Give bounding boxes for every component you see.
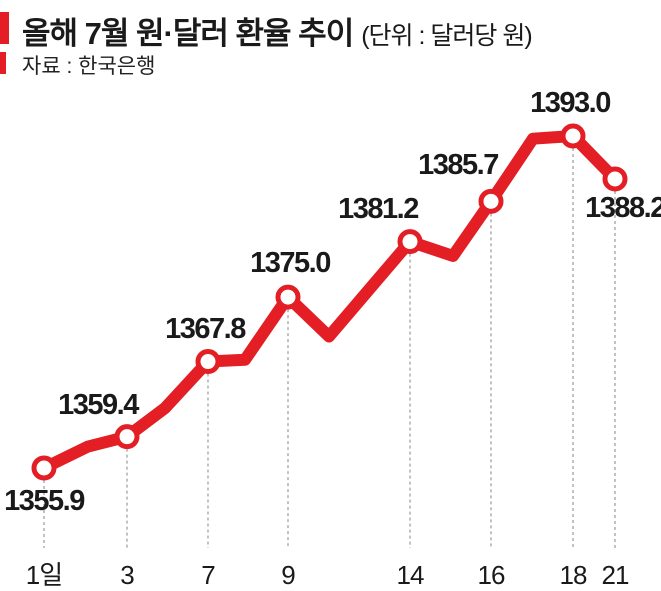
chart-title-row: 올해 7월 원·달러 환율 추이 (단위 : 달러당 원) [22,8,533,53]
guide-lines [43,148,616,548]
value-label-16: 1385.7 [418,149,498,181]
x-tick-label-9: 9 [281,560,295,590]
x-tick-labels: 1일 3 7 9 14 16 18 21 [26,560,630,590]
x-tick-label-3: 3 [120,560,134,590]
x-tick-label-21: 21 [602,560,629,590]
point-marker-7 [195,349,221,375]
point-marker-21 [602,166,628,192]
title-accent-bar [0,12,9,44]
point-marker-1 [31,455,57,481]
value-label-1: 1355.9 [4,485,85,517]
chart-unit: (단위 : 달러당 원) [361,22,532,50]
x-tick-label-18: 18 [560,560,587,590]
point-marker-18 [560,123,586,149]
point-marker-3 [114,424,140,450]
point-markers [31,123,628,481]
x-tick-label-1: 1일 [26,560,62,590]
value-label-3: 1359.4 [58,389,139,421]
value-label-9: 1375.0 [250,247,330,279]
value-label-18: 1393.0 [530,87,610,119]
value-label-21: 1388.2 [585,192,661,224]
x-tick-label-14: 14 [397,560,424,590]
value-label-14: 1381.2 [338,193,418,225]
point-marker-16 [478,188,504,214]
x-tick-label-7: 7 [201,560,215,590]
chart-source: 자료 : 한국은행 [22,55,156,78]
source-accent-bar [0,52,6,74]
point-marker-14 [397,229,423,255]
x-tick-label-16: 16 [478,560,505,590]
point-marker-9 [275,284,301,310]
value-label-7: 1367.8 [165,313,246,345]
chart-title: 올해 7월 원·달러 환율 추이 [22,16,354,51]
